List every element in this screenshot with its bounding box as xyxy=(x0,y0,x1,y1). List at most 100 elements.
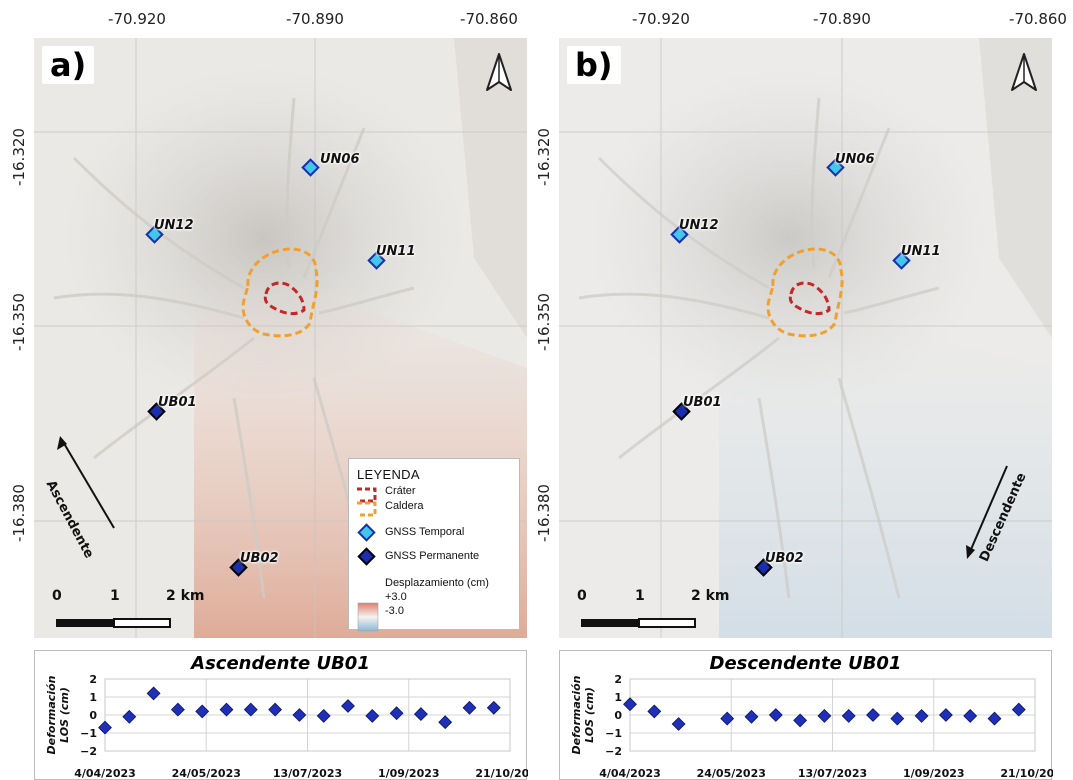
legend-caldera-label: Caldera xyxy=(385,500,424,512)
lon-label-b-2: -70.890 xyxy=(813,10,871,28)
y-axis-label: Deformación xyxy=(570,675,583,754)
data-point xyxy=(122,709,137,724)
legend-crater-label: Cráter xyxy=(385,485,416,497)
crater-outline-descending xyxy=(788,281,831,316)
x-tick-label: 21/10/2023 xyxy=(475,767,528,779)
data-point xyxy=(841,708,856,723)
data-point xyxy=(98,720,112,735)
data-point xyxy=(341,699,355,713)
lat-label-b-2: -16.350 xyxy=(535,293,553,351)
y-tick-label: −2 xyxy=(605,745,622,758)
data-point xyxy=(938,708,953,722)
chart-title-ascending: Ascendente UB01 xyxy=(191,653,370,674)
north-arrow-icon xyxy=(1011,53,1037,91)
chart-plot-ascending: 2 1 0 −1 −2 4/04/2023 24/05/2023 13/07/2023 1/09… xyxy=(45,673,528,779)
scale-label-1: 1 xyxy=(110,588,120,604)
scale-label-0: 0 xyxy=(577,588,587,604)
legend-minus-label: -3.0 xyxy=(385,605,404,617)
data-point xyxy=(365,708,380,723)
station-label: UN12 xyxy=(154,218,194,233)
legend-symbols xyxy=(357,487,379,632)
station-label: UB01 xyxy=(158,395,197,410)
scale-label-2: 2 km xyxy=(166,588,205,604)
map-legend: LEYENDA Cráter Caldera GNSS Temporal GNS… xyxy=(348,458,520,632)
data-point xyxy=(462,700,477,715)
data-point xyxy=(170,702,185,717)
y-tick-label: −1 xyxy=(605,727,622,740)
plot-area xyxy=(104,678,511,752)
gnss-permanent-legend-icon xyxy=(357,547,376,566)
x-tick-label: 13/07/2023 xyxy=(798,767,867,779)
y-axis-label: Deformación xyxy=(45,675,58,754)
x-tick-label: 21/10/2023 xyxy=(1000,767,1053,779)
legend-title: LEYENDA xyxy=(357,467,420,482)
caldera-legend-icon xyxy=(357,501,377,517)
plot-area xyxy=(629,678,1036,752)
legend-plus-label: +3.0 xyxy=(385,591,407,603)
y-tick-label: 0 xyxy=(614,709,622,722)
data-point xyxy=(623,697,637,712)
data-point xyxy=(292,708,307,722)
crater-outline-ascending xyxy=(263,281,306,316)
x-tick-label: 4/04/2023 xyxy=(599,767,661,779)
station-label: UN06 xyxy=(320,152,360,167)
x-tick-label: 1/09/2023 xyxy=(378,767,440,779)
y-tick-label: 1 xyxy=(89,691,97,704)
station-label: UN11 xyxy=(901,244,941,259)
data-point xyxy=(647,704,662,719)
x-tick-label: 4/04/2023 xyxy=(74,767,136,779)
lat-label-a-3: -16.380 xyxy=(10,484,28,542)
data-point xyxy=(793,713,808,728)
scale-label-0: 0 xyxy=(52,588,62,604)
data-point xyxy=(671,717,686,731)
lon-label-a-2: -70.890 xyxy=(286,10,344,28)
lon-label-b-1: -70.920 xyxy=(632,10,690,28)
legend-gnss-temporal-label: GNSS Temporal xyxy=(385,526,465,538)
station-label: UN11 xyxy=(376,244,416,259)
data-point xyxy=(195,704,210,719)
y-axis-label: LOS (cm) xyxy=(58,687,71,743)
gnss-temporal-legend-icon xyxy=(357,523,376,542)
y-tick-label: 2 xyxy=(89,673,97,686)
y-tick-label: 1 xyxy=(614,691,622,704)
scale-bar xyxy=(581,618,696,628)
displacement-colorbar xyxy=(357,602,379,632)
y-tick-label: −2 xyxy=(80,745,97,758)
lat-label-a-2: -16.350 xyxy=(10,293,28,351)
chart-plot-descending: 2 1 0 −1 −2 4/04/2023 24/05/2023 13/07/2023 1/09… xyxy=(570,673,1053,779)
crater-legend-icon xyxy=(357,487,377,503)
y-axis-label: LOS (cm) xyxy=(583,687,596,743)
station-label: UB01 xyxy=(683,395,722,410)
data-point xyxy=(720,711,735,726)
y-tick-label: −1 xyxy=(80,727,97,740)
map-terrain-descending xyxy=(559,38,1052,638)
data-point xyxy=(866,708,880,722)
y-tick-label: 2 xyxy=(614,673,622,686)
station-label: UB02 xyxy=(240,551,279,566)
scale-bar xyxy=(56,618,171,628)
scale-label-2: 2 km xyxy=(691,588,730,604)
data-point xyxy=(413,707,428,722)
data-point xyxy=(316,708,331,723)
station-label: UN06 xyxy=(835,152,875,167)
panel-letter-a: a) xyxy=(42,46,95,84)
panel-letter-b: b) xyxy=(567,46,621,84)
data-point xyxy=(768,708,783,722)
lon-label-a-1: -70.920 xyxy=(108,10,166,28)
lat-label-a-1: -16.320 xyxy=(10,128,28,186)
scale-label-1: 1 xyxy=(635,588,645,604)
map-panel-descending: b) UN06 UN12 UN11 UB01 UB02 Descendente … xyxy=(559,38,1052,638)
data-point xyxy=(890,711,905,726)
caldera-outline-ascending xyxy=(241,247,319,338)
ascending-arrow-icon xyxy=(57,436,115,529)
data-point xyxy=(268,702,283,717)
data-point xyxy=(486,700,501,715)
legend-displacement-title: Desplazamiento (cm) xyxy=(385,577,489,589)
data-point xyxy=(146,686,161,701)
x-tick-label: 24/05/2023 xyxy=(697,767,766,779)
lat-label-b-3: -16.380 xyxy=(535,484,553,542)
caldera-outline-descending xyxy=(766,247,844,338)
x-tick-label: 24/05/2023 xyxy=(172,767,241,779)
lat-label-b-1: -16.320 xyxy=(535,128,553,186)
lon-label-a-3: -70.860 xyxy=(460,10,518,28)
